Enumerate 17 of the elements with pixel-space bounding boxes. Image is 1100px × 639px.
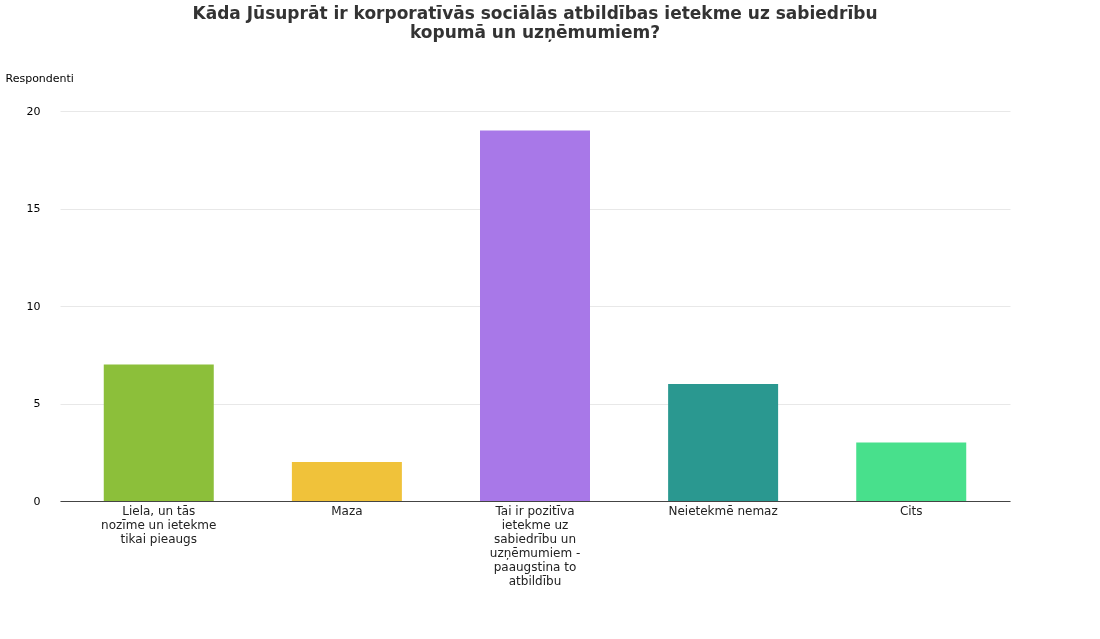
y-tick-label: 15: [26, 202, 41, 215]
x-tick-label: Tai ir pozitīva ietekme uz sabiedrību un uzņēmumiem - paaugstina to atbildību: [489, 503, 581, 588]
x-tick-label: Liela, un tās nozīme un ietekme tikai pieaugs: [101, 503, 217, 546]
bar: [856, 442, 967, 501]
y-tick-label: 20: [26, 104, 41, 118]
y-tick-label: 5: [33, 397, 41, 410]
y-tick-label: 10: [26, 299, 41, 313]
y-axis-title: Respondenti: [5, 71, 74, 85]
chart-title: Kāda Jūsuprāt ir korporatīvās sociālās atbildības ietekme uz sabiedrību kopumā un uzņēmumiem?: [192, 3, 878, 42]
x-tick-label: Neietekmē nemaz: [668, 503, 778, 518]
bar: [668, 384, 779, 501]
bar: [103, 364, 214, 501]
x-tick-label: Cits: [899, 503, 923, 518]
x-tick-label: Maza: [331, 503, 363, 518]
y-tick-label: 0: [33, 494, 41, 508]
bar: [480, 130, 590, 501]
bar: [291, 462, 402, 501]
